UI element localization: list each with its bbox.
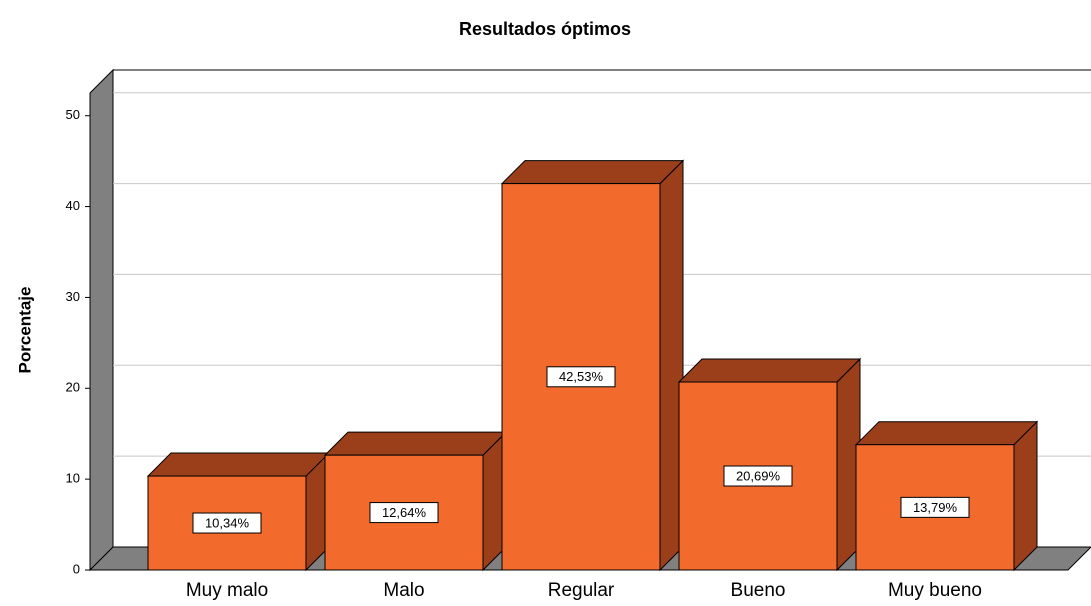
y-tick-label: 30 (66, 289, 80, 304)
value-label-box (546, 366, 616, 388)
value-label-box (192, 512, 262, 534)
x-tick-label: Muy malo (186, 580, 268, 601)
value-label-box (723, 465, 793, 487)
y-tick-label: 40 (66, 198, 80, 213)
bar (855, 444, 1015, 571)
y-tick-label: 20 (66, 380, 80, 395)
value-label: 13,79% (913, 500, 958, 515)
x-tick-label: Muy bueno (888, 580, 982, 601)
bar-top (500, 160, 685, 185)
y-axis-title: Porcentaje (15, 287, 34, 374)
bar-top (677, 358, 862, 383)
value-label: 12,64% (382, 505, 427, 520)
value-label: 10,34% (205, 515, 250, 530)
bar-top (146, 452, 331, 477)
value-label: 42,53% (559, 369, 604, 384)
value-label-box (369, 502, 439, 524)
y-tick-label: 0 (73, 561, 80, 576)
left-wall (89, 68, 114, 572)
value-label-box (900, 496, 970, 518)
x-tick-label: Malo (383, 580, 424, 601)
value-label: 20,69% (736, 468, 781, 483)
y-tick-label: 50 (66, 107, 80, 122)
bar-top (323, 431, 508, 456)
y-tick-label: 10 (66, 471, 80, 486)
x-tick-label: Bueno (731, 580, 786, 601)
bar-side (1013, 420, 1038, 572)
chart-title: Resultados óptimos (459, 19, 631, 39)
x-tick-label: Regular (548, 580, 615, 601)
bar-top (854, 421, 1039, 446)
